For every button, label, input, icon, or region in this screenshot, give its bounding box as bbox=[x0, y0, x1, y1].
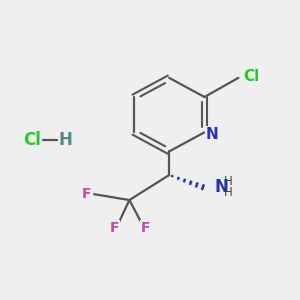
Text: H: H bbox=[224, 175, 233, 188]
Text: H: H bbox=[224, 186, 233, 199]
Text: Cl: Cl bbox=[244, 69, 260, 84]
Text: N: N bbox=[215, 178, 229, 196]
Text: F: F bbox=[82, 187, 92, 201]
Text: H: H bbox=[59, 131, 73, 149]
Text: N: N bbox=[206, 127, 218, 142]
Text: F: F bbox=[141, 221, 150, 235]
Text: F: F bbox=[110, 221, 119, 235]
Text: Cl: Cl bbox=[23, 131, 41, 149]
